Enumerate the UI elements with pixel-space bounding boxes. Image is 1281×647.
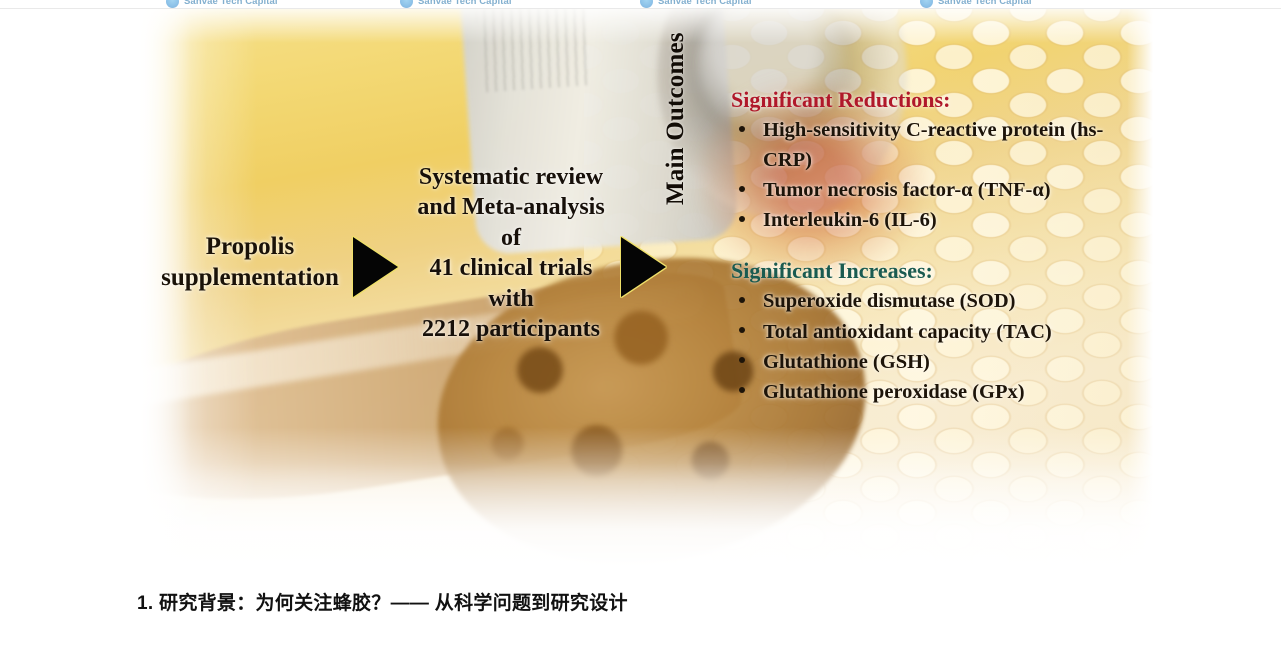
review-line-3: of — [501, 224, 521, 251]
header-logo-unit: Sanvae Tech Capital — [920, 0, 1032, 9]
list-item: Glutathione peroxidase (GPx) — [731, 377, 1151, 407]
right-triangle-arrow-icon — [621, 237, 666, 297]
significant-increases-group: Significant Increases: Superoxide dismut… — [731, 258, 1151, 406]
significant-reductions-list: High-sensitivity C-reactive protein (hs-… — [731, 115, 1151, 236]
significant-reductions-heading: Significant Reductions: — [731, 87, 951, 112]
bullet-icon — [739, 297, 745, 304]
list-item: Tumor necrosis factor-α (TNF-α) — [731, 175, 1151, 205]
review-line-1: Systematic review — [418, 164, 604, 190]
header-brand-label: Sanvae Tech Capital — [938, 0, 1032, 7]
outcome-label: Interleukin-6 (IL-6) — [763, 209, 937, 232]
brand-logo-icon — [166, 0, 179, 8]
list-item: Total antioxidant capacity (TAC) — [731, 317, 1151, 347]
propolis-line-1: Propolis — [205, 233, 295, 260]
significant-increases-heading: Significant Increases: — [731, 258, 933, 284]
outcome-label: Glutathione (GSH) — [763, 350, 930, 373]
outcome-label: Superoxide dismutase (SOD) — [763, 290, 1016, 313]
main-outcomes-vertical-label: Main Outcomes — [662, 32, 689, 205]
brand-logo-icon — [640, 0, 653, 8]
bullet-icon — [739, 357, 745, 364]
header-brand-label: Sanvae Tech Capital — [184, 0, 278, 7]
list-item: Superoxide dismutase (SOD) — [731, 286, 1151, 316]
bullet-icon — [739, 387, 745, 394]
right-triangle-arrow-icon — [353, 237, 398, 297]
propolis-graphical-abstract: Propolis supplementation Systematic revi… — [137, 9, 1153, 583]
header-logo-unit: Sanvae Tech Capital — [640, 0, 752, 9]
main-outcomes-panel: Significant Reductions: High-sensitivity… — [731, 87, 1151, 407]
stage-propolis-supplementation: Propolis supplementation — [141, 231, 359, 294]
list-item: Interleukin-6 (IL-6) — [731, 205, 1151, 235]
significant-reductions-group: Significant Reductions: High-sensitivity… — [731, 87, 1151, 235]
header-logo-unit: Sanvae Tech Capital — [400, 0, 512, 9]
outcome-label: Total antioxidant capacity (TAC) — [763, 320, 1052, 343]
propolis-line-2: supplementation — [161, 264, 339, 292]
header-divider — [0, 8, 1281, 9]
cut-off-page-header: Sanvae Tech Capital Sanvae Tech Capital … — [0, 0, 1281, 9]
bullet-icon — [739, 185, 745, 192]
header-brand-label: Sanvae Tech Capital — [658, 0, 752, 7]
brand-logo-icon — [920, 0, 933, 8]
bullet-icon — [739, 327, 745, 334]
review-line-6: 2212 participants — [421, 316, 600, 343]
outcome-label: Glutathione peroxidase (GPx) — [763, 380, 1025, 403]
review-line-4: 41 clinical trials — [429, 255, 593, 282]
bullet-icon — [739, 125, 745, 132]
outcome-label: High-sensitivity C-reactive protein (hs-… — [763, 118, 1104, 172]
stage-systematic-review: Systematic review and Meta-analysis of 4… — [403, 162, 619, 345]
figure-left-fade — [137, 9, 257, 583]
significant-increases-list: Superoxide dismutase (SOD) Total antioxi… — [731, 286, 1151, 407]
brand-logo-icon — [400, 0, 413, 8]
list-item: High-sensitivity C-reactive protein (hs-… — [731, 115, 1151, 175]
review-line-5: with — [488, 285, 534, 312]
outcome-label: Tumor necrosis factor-α (TNF-α) — [763, 179, 1051, 202]
bullet-icon — [739, 215, 745, 222]
figure-bottom-fade — [137, 427, 1153, 583]
list-item: Glutathione (GSH) — [731, 347, 1151, 377]
review-line-2: and Meta-analysis — [417, 194, 605, 221]
header-brand-label: Sanvae Tech Capital — [418, 0, 512, 7]
header-logo-unit: Sanvae Tech Capital — [166, 0, 278, 9]
slide-section-caption: 1. 研究背景：为何关注蜂胶？—— 从科学问题到研究设计 — [137, 593, 628, 614]
